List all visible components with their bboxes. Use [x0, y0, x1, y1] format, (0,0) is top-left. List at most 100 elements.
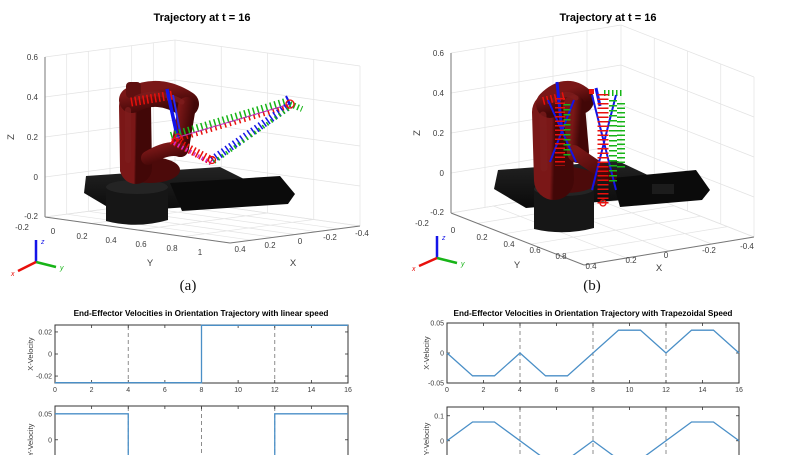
svg-text:16: 16: [735, 387, 743, 394]
z-axis-ticks: 0.6 0.4 0.2 0 -0.2: [24, 53, 38, 221]
svg-text:0: 0: [48, 352, 52, 359]
panel-a-title: Trajectory at t = 16: [154, 12, 251, 24]
svg-text:0: 0: [445, 387, 449, 394]
ylabel-x-velocity: X-Velocity: [26, 337, 35, 371]
subplot-y-velocity: 00.05: [38, 405, 349, 455]
triad-x-label: x: [10, 271, 15, 278]
ylabel-y-velocity: Y-Velocity: [26, 423, 35, 455]
svg-text:8: 8: [591, 387, 595, 394]
triad-y-label: y: [59, 265, 64, 272]
svg-text:0.4: 0.4: [105, 236, 117, 245]
svg-text:-0.2: -0.2: [415, 219, 429, 228]
svg-text:0.4: 0.4: [433, 89, 445, 98]
ylabel-x-velocity: X-Velocity: [422, 336, 431, 370]
svg-text:-0.4: -0.4: [355, 229, 369, 238]
ylabel-y-velocity: Y-Velocity: [422, 422, 431, 455]
x-axis-label: X: [656, 263, 663, 274]
svg-text:0.4: 0.4: [234, 245, 246, 254]
svg-text:10: 10: [626, 387, 634, 394]
chart-title: End-Effector Velocities in Orientation T…: [454, 309, 733, 318]
subplot-y-velocity: 00.1: [434, 406, 740, 455]
trajectory-frames: [130, 88, 304, 165]
svg-text:0.05: 0.05: [38, 411, 52, 418]
triad-y-label: y: [460, 261, 465, 268]
svg-text:12: 12: [662, 387, 670, 394]
svg-text:0: 0: [34, 173, 39, 182]
svg-text:-0.2: -0.2: [430, 208, 444, 217]
triad-x-label: x: [411, 266, 416, 273]
panel-a-3d-plot: Trajectory at t = 16: [6, 12, 369, 294]
svg-text:-0.2: -0.2: [702, 246, 716, 255]
x-axis-label: X: [290, 258, 297, 269]
svg-text:0: 0: [48, 437, 52, 444]
svg-text:0.4: 0.4: [503, 240, 515, 249]
chart-title: End-Effector Velocities in Orientation T…: [74, 309, 329, 318]
svg-text:2: 2: [90, 387, 94, 394]
panel-b-caption: (b): [583, 278, 601, 294]
triad-z-label: z: [441, 235, 446, 242]
svg-text:1: 1: [198, 248, 203, 257]
svg-text:-0.4: -0.4: [740, 242, 754, 251]
svg-text:0: 0: [451, 226, 456, 235]
svg-text:0: 0: [440, 351, 444, 358]
svg-text:16: 16: [344, 387, 352, 394]
svg-text:-0.02: -0.02: [36, 374, 52, 381]
svg-text:0: 0: [440, 169, 445, 178]
y-axis-label: Y: [147, 258, 154, 269]
trajectory-frames: [542, 81, 625, 207]
x-axis-ticks: 0.4 0.2 0 -0.2 -0.4: [234, 229, 369, 254]
svg-text:0.2: 0.2: [476, 233, 488, 242]
svg-text:14: 14: [699, 387, 707, 394]
y-axis-ticks: -0.2 0 0.2 0.4 0.6 0.8: [415, 219, 567, 261]
svg-text:2: 2: [482, 387, 486, 394]
z-axis-label: Z: [6, 134, 17, 140]
robot-arm: [494, 80, 710, 233]
z-axis-ticks: 0.6 0.4 0.2 0 -0.2: [430, 49, 444, 217]
svg-text:0.05: 0.05: [430, 321, 444, 328]
svg-text:12: 12: [271, 387, 279, 394]
svg-text:0.02: 0.02: [38, 329, 52, 336]
svg-text:0.6: 0.6: [135, 240, 147, 249]
svg-text:0: 0: [664, 251, 669, 260]
svg-text:-0.2: -0.2: [15, 223, 29, 232]
svg-text:-0.2: -0.2: [24, 212, 38, 221]
chart-linear-speed: End-Effector Velocities in Orientation T…: [26, 309, 352, 455]
svg-text:0.1: 0.1: [434, 413, 444, 420]
svg-text:14: 14: [307, 387, 315, 394]
svg-text:0.6: 0.6: [27, 53, 39, 62]
svg-text:0: 0: [51, 227, 56, 236]
x-axis-ticks: 0.4 0.2 0 -0.2 -0.4: [585, 242, 754, 271]
y-axis-ticks: -0.2 0 0.2 0.4 0.6 0.8 1: [15, 223, 203, 257]
svg-text:0.2: 0.2: [76, 232, 88, 241]
svg-text:-0.2: -0.2: [323, 233, 337, 242]
z-axis-label: Z: [412, 130, 423, 136]
svg-text:0.8: 0.8: [555, 252, 567, 261]
svg-text:0: 0: [440, 438, 444, 445]
svg-text:0.4: 0.4: [27, 93, 39, 102]
panel-b-3d-plot: Trajectory at t = 16: [411, 12, 755, 294]
svg-text:0.8: 0.8: [166, 244, 178, 253]
svg-text:0.4: 0.4: [585, 262, 597, 271]
svg-text:8: 8: [200, 387, 204, 394]
y-axis-label: Y: [514, 260, 521, 271]
svg-text:0: 0: [298, 237, 303, 246]
svg-text:0.2: 0.2: [433, 129, 445, 138]
svg-text:0.2: 0.2: [625, 256, 637, 265]
svg-text:-0.05: -0.05: [428, 381, 444, 388]
orientation-triad: z y x: [10, 239, 64, 278]
svg-text:0.2: 0.2: [27, 133, 39, 142]
svg-text:0.6: 0.6: [433, 49, 445, 58]
triad-z-label: z: [40, 239, 45, 246]
axes-3d: [450, 53, 755, 266]
svg-text:0: 0: [53, 387, 57, 394]
orientation-triad: z y x: [411, 235, 465, 273]
svg-text:0.6: 0.6: [529, 246, 541, 255]
axes-3d: [44, 57, 361, 244]
svg-text:0.2: 0.2: [264, 241, 276, 250]
svg-text:10: 10: [234, 387, 242, 394]
svg-text:6: 6: [555, 387, 559, 394]
svg-text:4: 4: [126, 387, 130, 394]
